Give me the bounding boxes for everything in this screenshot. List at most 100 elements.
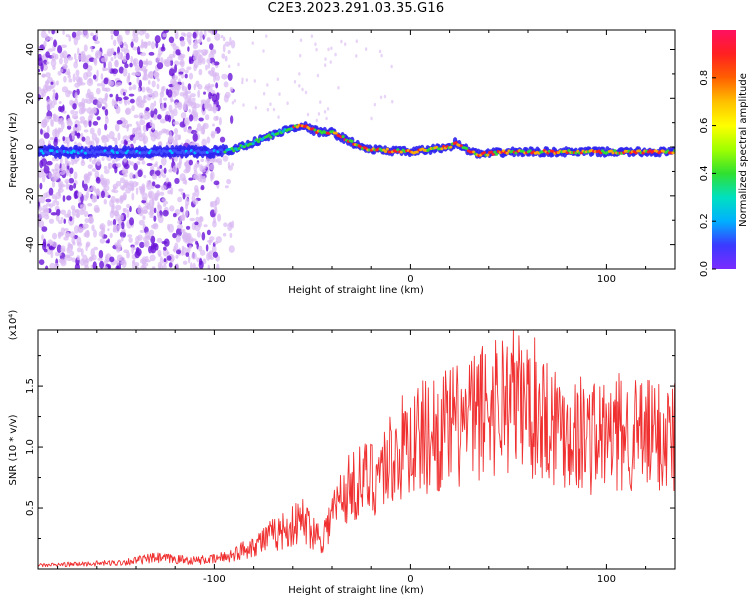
spectrogram-noise-dot — [129, 62, 133, 68]
spectrogram-noise-dot — [373, 102, 377, 107]
spectrogram-noise-dot — [49, 203, 54, 208]
x-tick-label: 0 — [407, 574, 413, 585]
spectrogram-noise-dot — [224, 91, 231, 99]
spectrogram-noise-dot — [56, 208, 61, 216]
spectrogram-noise-dot — [262, 91, 266, 96]
spectrogram-noise-dot — [62, 195, 66, 202]
spectrogram-noise-dot — [73, 182, 77, 189]
spectrogram-noise-dot — [242, 103, 245, 107]
spectrogram-noise-dot — [147, 71, 154, 79]
spectrogram-noise-dot — [136, 95, 143, 103]
spectrogram-noise-dot — [115, 204, 122, 211]
spectrogram-noise-dot — [265, 34, 268, 38]
spectrogram-noise-dot — [207, 70, 212, 75]
spectrogram-noise-dot — [126, 209, 130, 218]
spectrogram-noise-dot — [154, 184, 161, 189]
y-tick-label: -40 — [25, 236, 36, 252]
spectrogram-noise-dot — [209, 57, 216, 64]
spectrogram-noise-dot — [214, 33, 221, 41]
spectrogram-noise-dot — [200, 168, 207, 173]
spectrogram-noise-dot — [163, 258, 167, 263]
snr-frame — [37, 329, 676, 570]
spectrogram-noise-dot — [203, 175, 206, 183]
spectrogram-noise-dot — [76, 255, 80, 261]
spectrogram-noise-dot — [87, 114, 93, 124]
spectrogram-noise-dot — [127, 123, 133, 127]
spectrogram-noise-dot — [298, 72, 301, 76]
spectrogram-noise-dot — [79, 116, 86, 122]
spectrogram-noise-dot — [217, 213, 222, 222]
spectrogram-noise-dot — [115, 213, 121, 222]
spectrogram-noise-dot — [101, 231, 104, 239]
spectrogram-noise-dot — [150, 245, 157, 254]
spectrogram-noise-dot — [42, 241, 47, 251]
spectrogram-noise-dot — [115, 93, 119, 102]
spectrogram-noise-dot — [80, 205, 83, 211]
spectrogram-noise-dot — [91, 159, 97, 165]
spectrogram-noise-dot — [41, 55, 45, 59]
spectrogram-noise-dot — [276, 77, 280, 82]
ridge-core — [341, 135, 345, 139]
ridge-core — [415, 150, 419, 154]
spectrogram-noise-dot — [315, 118, 318, 123]
spectrogram-noise-dot — [343, 42, 347, 46]
spectrogram-noise-dot — [74, 123, 78, 128]
spectrogram-noise-dot — [192, 112, 199, 122]
spectrogram-noise-dot — [85, 242, 90, 248]
spectrogram-noise-dot — [159, 118, 166, 124]
spectrogram-noise-dot — [53, 138, 58, 147]
ridge-core — [219, 148, 224, 152]
spectrogram-noise-dot — [61, 50, 68, 59]
spectrogram-noise-dot — [172, 90, 177, 98]
spectrogram-noise-dot — [170, 114, 174, 120]
spectrogram-noise-dot — [83, 183, 88, 192]
spectrogram-noise-dot — [83, 72, 89, 81]
spectrogram-noise-dot — [187, 83, 192, 91]
spectrogram-noise-dot — [212, 104, 217, 114]
spectrogram-noise-dot — [203, 91, 206, 95]
spectrogram-noise-dot — [153, 130, 158, 140]
spectrogram-noise-dot — [114, 242, 118, 247]
spectrogram-noise-dot — [153, 207, 157, 214]
spectrogram-noise-dot — [173, 245, 177, 253]
spectrogram-noise-dot — [93, 246, 99, 251]
spectrogram-noise-dot — [52, 232, 58, 240]
spectrogram-noise-dot — [129, 98, 135, 104]
spectrogram-noise-dot — [204, 114, 210, 121]
spectrogram-noise-dot — [107, 228, 110, 232]
spectrogram-noise-dot — [46, 102, 53, 111]
colorbar-tick-label: 0.6 — [699, 118, 710, 134]
spectrogram-noise-dot — [337, 85, 340, 90]
spectrogram-panel: -100 0 100 -40 -20 0 20 40 Height of straight … — [8, 29, 676, 296]
spectrogram-noise-dot — [188, 40, 192, 46]
snr-y-multiplier: (x10⁴) — [8, 310, 19, 341]
spectrogram-noise-dot — [224, 41, 231, 47]
spectrogram-noise-dot — [188, 177, 194, 181]
spectrogram-noise-dot — [187, 46, 190, 52]
spectrogram-noise-dot — [43, 165, 50, 174]
spectrogram-noise-dot — [161, 198, 167, 202]
spectrogram-noise-dot — [139, 119, 146, 126]
ridge-core — [242, 145, 246, 149]
spectrogram-noise-dot — [149, 165, 155, 171]
spectrogram-noise-dot — [109, 256, 115, 263]
spectrogram-noise-dot — [132, 46, 139, 51]
spectrogram-noise-dot — [180, 112, 187, 119]
spectrogram-noise-dot — [216, 263, 220, 269]
y-tick-label: 40 — [25, 43, 36, 56]
ridge-core — [232, 149, 236, 153]
spectrogram-noise-dot — [184, 69, 189, 74]
spectrogram-noise-dot — [59, 167, 64, 172]
spectrogram-x-ticks: -100 0 100 — [57, 30, 647, 285]
ridge-core — [641, 151, 645, 155]
spectrogram-noise-dot — [224, 185, 229, 189]
spectrogram-noise-dot — [51, 193, 56, 200]
spectrogram-noise-dot — [57, 187, 64, 193]
y-tick-label: 1.5 — [25, 378, 36, 394]
spectrogram-noise-dot — [60, 260, 67, 267]
spectrogram-noise-dot — [163, 97, 168, 101]
colorbar-tick-label: 0.8 — [699, 70, 710, 86]
spectrogram-noise-dot — [101, 135, 108, 144]
ridge-core — [267, 133, 271, 137]
spectrogram-noise-dot — [115, 82, 123, 86]
